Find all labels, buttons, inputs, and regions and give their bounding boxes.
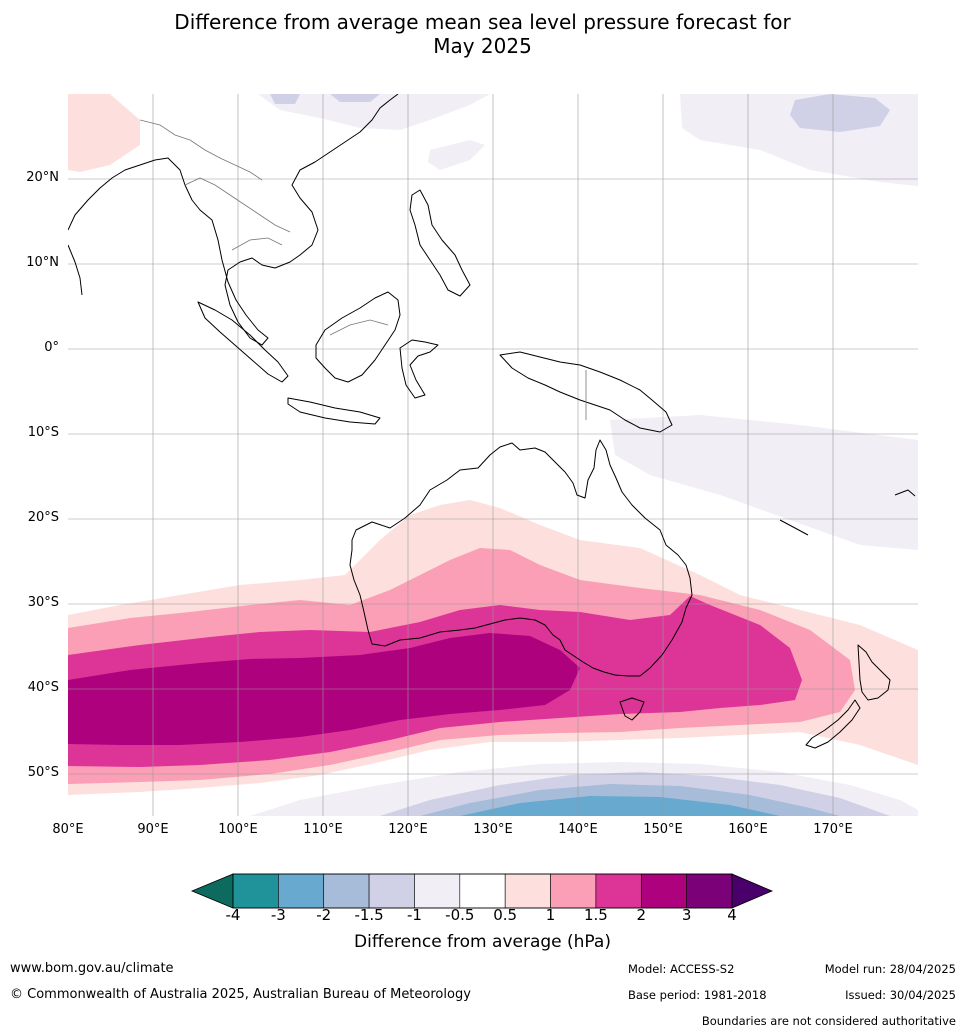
lon-label: 110°E bbox=[303, 822, 343, 837]
vanuatu-fiji-islands bbox=[779, 489, 916, 536]
colorbar-swatch bbox=[640, 873, 687, 909]
colorbar-tick-label: 0.5 bbox=[493, 906, 518, 924]
colorbar bbox=[190, 873, 774, 909]
colorbar-title: Difference from average (hPa) bbox=[354, 932, 611, 952]
lat-label: 20°S bbox=[27, 510, 59, 525]
new-guinea-coastline bbox=[499, 351, 673, 433]
tasmania-coastline bbox=[619, 697, 645, 721]
lat-label: 10°N bbox=[26, 255, 59, 270]
colorbar-tick-label: 2 bbox=[636, 906, 647, 924]
colorbar-upper-extension bbox=[731, 873, 774, 909]
lat-label: 50°S bbox=[27, 765, 59, 780]
colorbar-tick-label: -1 bbox=[406, 906, 422, 924]
colorbar-swatch bbox=[232, 873, 279, 909]
colorbar-tick-label: 1 bbox=[545, 906, 556, 924]
colorbar-swatch bbox=[550, 873, 597, 909]
lon-label: 100°E bbox=[218, 822, 258, 837]
anomaly-region-pos-0.5-north-west bbox=[68, 94, 140, 172]
borneo-coastline bbox=[315, 291, 401, 383]
graticule bbox=[68, 94, 918, 816]
lat-label: 20°N bbox=[26, 170, 59, 185]
colorbar-swatch bbox=[595, 873, 642, 909]
colorbar-lower-extension bbox=[190, 873, 234, 909]
anomaly-region-neg-0.5-pacific bbox=[610, 415, 918, 550]
coastlines bbox=[68, 94, 916, 749]
colorbar-swatch bbox=[686, 873, 733, 909]
boundaries-disclaimer: Boundaries are not considered authoritat… bbox=[701, 1014, 956, 1028]
lon-label: 150°E bbox=[643, 822, 683, 837]
lon-label: 80°E bbox=[52, 822, 84, 837]
lon-label: 90°E bbox=[137, 822, 169, 837]
copyright-text: © Commonwealth of Australia 2025, Austra… bbox=[10, 987, 471, 1002]
new-zealand-coastline bbox=[805, 644, 891, 749]
lat-label: 0° bbox=[44, 340, 59, 355]
colorbar-tick-label: 4 bbox=[727, 906, 737, 924]
australia-coastline bbox=[349, 439, 693, 677]
colorbar-tick-label: -2 bbox=[316, 906, 332, 924]
lat-label: 30°S bbox=[27, 595, 59, 610]
mainland-asia-coastline bbox=[68, 94, 399, 346]
anomaly-region-neg-1-north bbox=[270, 94, 380, 104]
lat-label: 10°S bbox=[27, 425, 59, 440]
country-borders bbox=[139, 119, 587, 420]
lon-label: 130°E bbox=[473, 822, 513, 837]
anomaly-region-neg-2-south bbox=[460, 796, 780, 816]
model-run-date: Model run: 28/04/2025 bbox=[824, 962, 956, 976]
sumatra-coastline bbox=[197, 301, 289, 383]
colorbar-swatch bbox=[278, 873, 325, 909]
india-coastline bbox=[68, 244, 83, 296]
colorbar-tick-label: -0.5 bbox=[445, 906, 475, 924]
colorbar-swatch bbox=[459, 873, 506, 909]
anomaly-region-neg-0.5-small bbox=[428, 140, 485, 170]
colorbar-tick-label: 3 bbox=[681, 906, 692, 924]
issued-date: Issued: 30/04/2025 bbox=[845, 988, 956, 1002]
map-title-line2: May 2025 bbox=[433, 34, 532, 58]
lat-label: 40°S bbox=[27, 680, 59, 695]
colorbar-swatch bbox=[323, 873, 370, 909]
lon-label: 120°E bbox=[388, 822, 428, 837]
website-link[interactable]: www.bom.gov.au/climate bbox=[10, 961, 174, 976]
map-title-line1: Difference from average mean sea level p… bbox=[174, 10, 791, 34]
colorbar-tick-label: -1.5 bbox=[354, 906, 384, 924]
colorbar-swatch bbox=[414, 873, 461, 909]
lon-label: 170°E bbox=[813, 822, 853, 837]
colorbar-tick-label: 1.5 bbox=[583, 906, 608, 924]
model-name: Model: ACCESS-S2 bbox=[628, 962, 735, 976]
lon-label: 160°E bbox=[728, 822, 768, 837]
sulawesi-coastline bbox=[399, 339, 439, 399]
colorbar-swatch bbox=[368, 873, 415, 909]
colorbar-swatch bbox=[504, 873, 551, 909]
anomaly-region-neg-0.5-north bbox=[258, 94, 490, 130]
java-coastline bbox=[287, 397, 381, 425]
colorbar-tick-label: -4 bbox=[225, 906, 241, 924]
philippines-coastline bbox=[409, 189, 471, 297]
lon-label: 140°E bbox=[558, 822, 598, 837]
colorbar-tick-label: -3 bbox=[270, 906, 286, 924]
base-period: Base period: 1981-2018 bbox=[628, 988, 767, 1002]
anomaly-region-neg-1-north-east bbox=[790, 94, 890, 132]
